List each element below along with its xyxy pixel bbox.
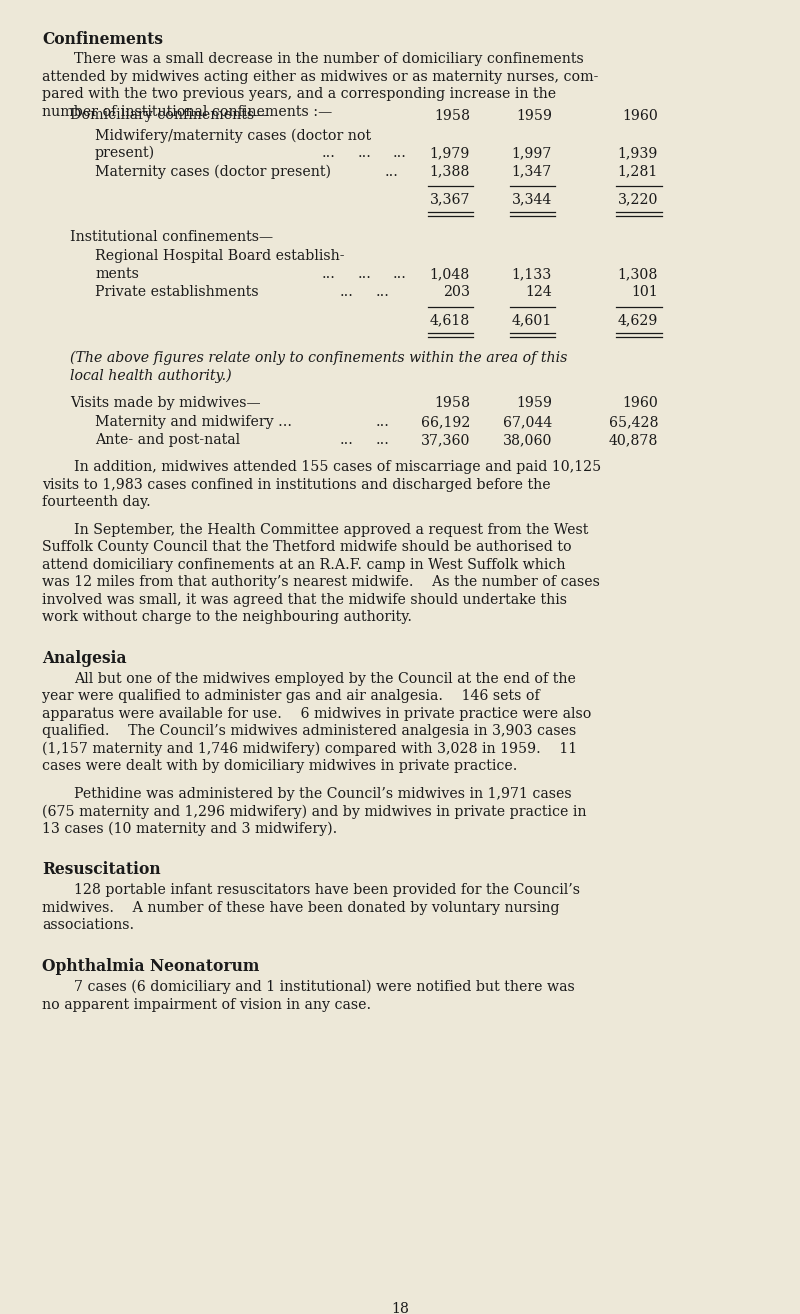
Text: ...: ... bbox=[385, 164, 399, 179]
Text: Midwifery/maternity cases (doctor not: Midwifery/maternity cases (doctor not bbox=[95, 129, 371, 143]
Text: 1,281: 1,281 bbox=[618, 164, 658, 179]
Text: visits to 1,983 cases confined in institutions and discharged before the: visits to 1,983 cases confined in instit… bbox=[42, 478, 550, 491]
Text: ...: ... bbox=[358, 267, 372, 281]
Text: 4,618: 4,618 bbox=[430, 313, 470, 327]
Text: All but one of the midwives employed by the Council at the end of the: All but one of the midwives employed by … bbox=[74, 671, 576, 686]
Text: Maternity and midwifery ...: Maternity and midwifery ... bbox=[95, 415, 292, 430]
Text: 38,060: 38,060 bbox=[502, 434, 552, 447]
Text: fourteenth day.: fourteenth day. bbox=[42, 495, 150, 510]
Text: 128 portable infant resuscitators have been provided for the Council’s: 128 portable infant resuscitators have b… bbox=[74, 883, 580, 897]
Text: Ophthalmia Neonatorum: Ophthalmia Neonatorum bbox=[42, 958, 259, 975]
Text: ...: ... bbox=[322, 146, 336, 160]
Text: (1,157 maternity and 1,746 midwifery) compared with 3,028 in 1959.  11: (1,157 maternity and 1,746 midwifery) co… bbox=[42, 742, 577, 757]
Text: midwives.  A number of these have been donated by voluntary nursing: midwives. A number of these have been do… bbox=[42, 901, 559, 915]
Text: was 12 miles from that authority’s nearest midwife.  As the number of cases: was 12 miles from that authority’s neare… bbox=[42, 576, 600, 590]
Text: Resuscitation: Resuscitation bbox=[42, 862, 161, 879]
Text: ...: ... bbox=[322, 267, 336, 281]
Text: 1959: 1959 bbox=[516, 109, 552, 122]
Text: 1959: 1959 bbox=[516, 396, 552, 410]
Text: ...: ... bbox=[376, 415, 390, 430]
Text: 203: 203 bbox=[443, 285, 470, 300]
Text: 18: 18 bbox=[391, 1302, 409, 1314]
Text: Confinements: Confinements bbox=[42, 32, 163, 49]
Text: 124: 124 bbox=[526, 285, 552, 300]
Text: Ante- and post-natal: Ante- and post-natal bbox=[95, 434, 240, 447]
Text: 65,428: 65,428 bbox=[609, 415, 658, 430]
Text: ...: ... bbox=[393, 146, 407, 160]
Text: Suffolk County Council that the Thetford midwife should be authorised to: Suffolk County Council that the Thetford… bbox=[42, 540, 572, 555]
Text: Domiciliary confinements—: Domiciliary confinements— bbox=[70, 109, 268, 122]
Text: In addition, midwives attended 155 cases of miscarriage and paid 10,125: In addition, midwives attended 155 cases… bbox=[74, 460, 602, 474]
Text: 101: 101 bbox=[631, 285, 658, 300]
Text: Private establishments: Private establishments bbox=[95, 285, 258, 300]
Text: 1,347: 1,347 bbox=[512, 164, 552, 179]
Text: 1,308: 1,308 bbox=[618, 267, 658, 281]
Text: There was a small decrease in the number of domiciliary confinements: There was a small decrease in the number… bbox=[74, 53, 584, 66]
Text: number of institutional confinements :—: number of institutional confinements :— bbox=[42, 105, 332, 118]
Text: no apparent impairment of vision in any case.: no apparent impairment of vision in any … bbox=[42, 997, 371, 1012]
Text: ...: ... bbox=[340, 434, 354, 447]
Text: ...: ... bbox=[376, 434, 390, 447]
Text: involved was small, it was agreed that the midwife should undertake this: involved was small, it was agreed that t… bbox=[42, 593, 567, 607]
Text: In September, the Health Committee approved a request from the West: In September, the Health Committee appro… bbox=[74, 523, 588, 537]
Text: work without charge to the neighbouring authority.: work without charge to the neighbouring … bbox=[42, 611, 412, 624]
Text: 1,133: 1,133 bbox=[512, 267, 552, 281]
Text: 1,388: 1,388 bbox=[430, 164, 470, 179]
Text: 3,367: 3,367 bbox=[430, 192, 470, 206]
Text: 4,601: 4,601 bbox=[512, 313, 552, 327]
Text: 67,044: 67,044 bbox=[502, 415, 552, 430]
Text: apparatus were available for use.  6 midwives in private practice were also: apparatus were available for use. 6 midw… bbox=[42, 707, 591, 721]
Text: 1,939: 1,939 bbox=[618, 146, 658, 160]
Text: 1,048: 1,048 bbox=[430, 267, 470, 281]
Text: 4,629: 4,629 bbox=[618, 313, 658, 327]
Text: Regional Hospital Board establish-: Regional Hospital Board establish- bbox=[95, 250, 345, 264]
Text: 1,979: 1,979 bbox=[430, 146, 470, 160]
Text: 1960: 1960 bbox=[622, 396, 658, 410]
Text: qualified.  The Council’s midwives administered analgesia in 3,903 cases: qualified. The Council’s midwives admini… bbox=[42, 724, 576, 738]
Text: pared with the two previous years, and a corresponding increase in the: pared with the two previous years, and a… bbox=[42, 87, 556, 101]
Text: year were qualified to administer gas and air analgesia.  146 sets of: year were qualified to administer gas an… bbox=[42, 690, 540, 703]
Text: Visits made by midwives—: Visits made by midwives— bbox=[70, 396, 261, 410]
Text: ...: ... bbox=[340, 285, 354, 300]
Text: 1958: 1958 bbox=[434, 396, 470, 410]
Text: ...: ... bbox=[376, 285, 390, 300]
Text: 3,344: 3,344 bbox=[512, 192, 552, 206]
Text: 1960: 1960 bbox=[622, 109, 658, 122]
Text: ments: ments bbox=[95, 267, 139, 281]
Text: Institutional confinements—: Institutional confinements— bbox=[70, 230, 273, 244]
Text: 40,878: 40,878 bbox=[609, 434, 658, 447]
Text: Analgesia: Analgesia bbox=[42, 650, 126, 668]
Text: Pethidine was administered by the Council’s midwives in 1,971 cases: Pethidine was administered by the Counci… bbox=[74, 787, 572, 802]
Text: associations.: associations. bbox=[42, 918, 134, 933]
Text: 37,360: 37,360 bbox=[421, 434, 470, 447]
Text: 1,997: 1,997 bbox=[512, 146, 552, 160]
Text: present): present) bbox=[95, 146, 155, 160]
Text: ...: ... bbox=[358, 146, 372, 160]
Text: ...: ... bbox=[393, 267, 407, 281]
Text: 13 cases (10 maternity and 3 midwifery).: 13 cases (10 maternity and 3 midwifery). bbox=[42, 823, 338, 837]
Text: 7 cases (6 domiciliary and 1 institutional) were notified but there was: 7 cases (6 domiciliary and 1 institution… bbox=[74, 980, 574, 995]
Text: local health authority.): local health authority.) bbox=[70, 368, 232, 382]
Text: 66,192: 66,192 bbox=[421, 415, 470, 430]
Text: 1958: 1958 bbox=[434, 109, 470, 122]
Text: (The above figures relate only to confinements within the area of this: (The above figures relate only to confin… bbox=[70, 351, 567, 365]
Text: (675 maternity and 1,296 midwifery) and by midwives in private practice in: (675 maternity and 1,296 midwifery) and … bbox=[42, 804, 586, 819]
Text: Maternity cases (doctor present): Maternity cases (doctor present) bbox=[95, 164, 331, 179]
Text: attended by midwives acting either as midwives or as maternity nurses, com-: attended by midwives acting either as mi… bbox=[42, 70, 598, 84]
Text: 3,220: 3,220 bbox=[618, 192, 658, 206]
Text: cases were dealt with by domiciliary midwives in private practice.: cases were dealt with by domiciliary mid… bbox=[42, 759, 518, 774]
Text: attend domiciliary confinements at an R.A.F. camp in West Suffolk which: attend domiciliary confinements at an R.… bbox=[42, 558, 566, 572]
